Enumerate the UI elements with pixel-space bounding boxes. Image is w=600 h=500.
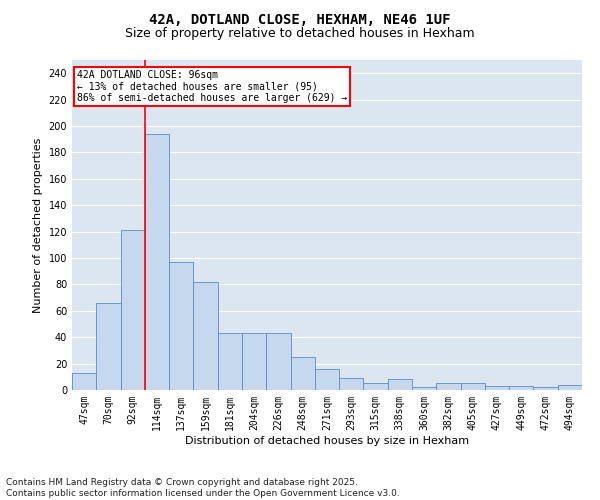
Bar <box>364 384 388 390</box>
Y-axis label: Number of detached properties: Number of detached properties <box>33 138 43 312</box>
Text: Contains HM Land Registry data © Crown copyright and database right 2025.
Contai: Contains HM Land Registry data © Crown c… <box>6 478 400 498</box>
Bar <box>412 388 436 390</box>
Bar <box>218 333 242 390</box>
Bar <box>242 333 266 390</box>
Bar <box>193 282 218 390</box>
Bar <box>121 230 145 390</box>
Bar <box>169 262 193 390</box>
Bar <box>72 373 96 390</box>
Text: 42A DOTLAND CLOSE: 96sqm
← 13% of detached houses are smaller (95)
86% of semi-d: 42A DOTLAND CLOSE: 96sqm ← 13% of detach… <box>77 70 347 103</box>
Text: 42A, DOTLAND CLOSE, HEXHAM, NE46 1UF: 42A, DOTLAND CLOSE, HEXHAM, NE46 1UF <box>149 12 451 26</box>
Bar <box>533 388 558 390</box>
Bar <box>388 380 412 390</box>
Bar <box>145 134 169 390</box>
X-axis label: Distribution of detached houses by size in Hexham: Distribution of detached houses by size … <box>185 436 469 446</box>
Bar <box>96 303 121 390</box>
Bar <box>509 386 533 390</box>
Bar <box>290 357 315 390</box>
Bar <box>485 386 509 390</box>
Bar <box>315 369 339 390</box>
Bar <box>436 384 461 390</box>
Text: Size of property relative to detached houses in Hexham: Size of property relative to detached ho… <box>125 28 475 40</box>
Bar <box>461 384 485 390</box>
Bar <box>339 378 364 390</box>
Bar <box>558 384 582 390</box>
Bar <box>266 333 290 390</box>
